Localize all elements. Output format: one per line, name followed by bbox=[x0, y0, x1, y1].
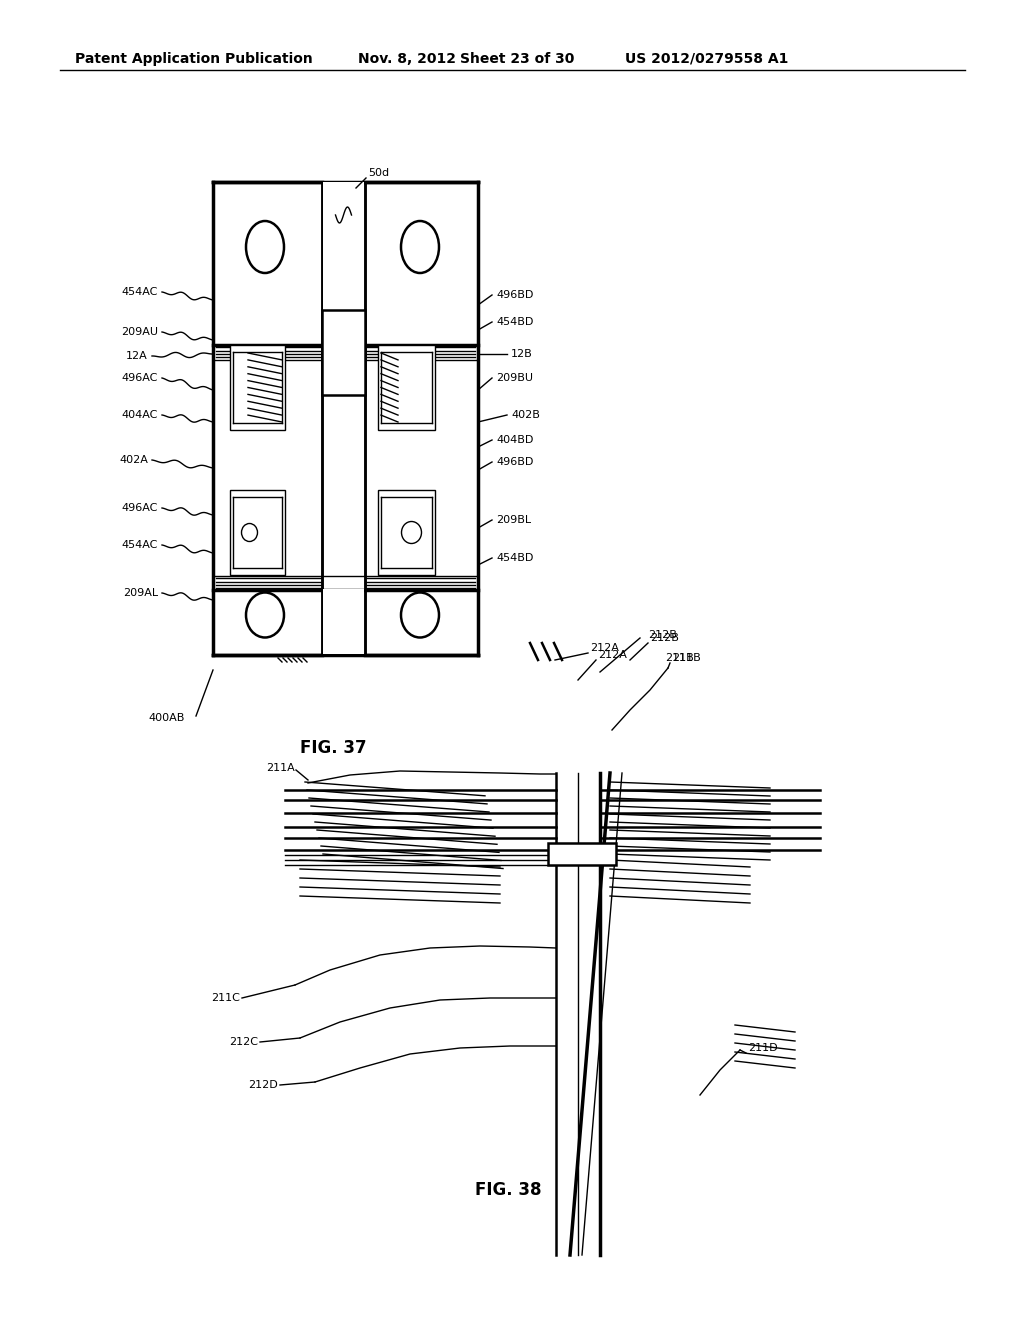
Text: 454BD: 454BD bbox=[496, 553, 534, 564]
Bar bbox=[230, 490, 285, 576]
Bar bbox=[548, 843, 616, 865]
Text: 212A: 212A bbox=[598, 649, 627, 660]
Text: 209AL: 209AL bbox=[123, 587, 158, 598]
Text: 496AC: 496AC bbox=[122, 374, 158, 383]
Text: 211D: 211D bbox=[748, 1043, 777, 1053]
Text: FIG. 37: FIG. 37 bbox=[300, 739, 367, 756]
Text: US 2012/0279558 A1: US 2012/0279558 A1 bbox=[625, 51, 788, 66]
Text: 12B: 12B bbox=[511, 348, 532, 359]
Text: 454AC: 454AC bbox=[122, 540, 158, 550]
Bar bbox=[323, 589, 364, 653]
Text: 209AU: 209AU bbox=[121, 327, 158, 337]
Text: 209BL: 209BL bbox=[496, 515, 531, 525]
Ellipse shape bbox=[401, 220, 439, 273]
Ellipse shape bbox=[401, 521, 422, 544]
Text: 211B: 211B bbox=[665, 653, 693, 663]
Ellipse shape bbox=[401, 593, 439, 638]
Text: 496AC: 496AC bbox=[122, 503, 158, 513]
Text: 209BU: 209BU bbox=[496, 374, 534, 383]
Bar bbox=[323, 182, 364, 345]
Text: 402B: 402B bbox=[511, 411, 540, 420]
Text: FIG. 38: FIG. 38 bbox=[475, 1181, 542, 1199]
Text: 212D: 212D bbox=[248, 1080, 278, 1090]
Text: 454AC: 454AC bbox=[122, 286, 158, 297]
Text: 402A: 402A bbox=[119, 455, 148, 465]
Bar bbox=[378, 490, 435, 576]
Text: 212A: 212A bbox=[590, 643, 618, 653]
Text: 211B: 211B bbox=[672, 653, 700, 663]
Text: 212B: 212B bbox=[648, 630, 677, 640]
Ellipse shape bbox=[242, 524, 257, 541]
Text: 211A: 211A bbox=[266, 763, 295, 774]
Bar bbox=[322, 310, 365, 395]
Text: 404BD: 404BD bbox=[496, 436, 534, 445]
Text: 404AC: 404AC bbox=[122, 411, 158, 420]
Text: 454BD: 454BD bbox=[496, 317, 534, 327]
Ellipse shape bbox=[246, 593, 284, 638]
Bar bbox=[378, 345, 435, 430]
Text: 12A: 12A bbox=[126, 351, 148, 360]
Text: 212B: 212B bbox=[650, 634, 679, 643]
Text: 400AB: 400AB bbox=[148, 713, 184, 723]
Text: 496BD: 496BD bbox=[496, 290, 534, 300]
Bar bbox=[230, 345, 285, 430]
Text: 50d: 50d bbox=[368, 168, 389, 178]
Text: 212C: 212C bbox=[229, 1038, 258, 1047]
Text: Sheet 23 of 30: Sheet 23 of 30 bbox=[460, 51, 574, 66]
Text: Nov. 8, 2012: Nov. 8, 2012 bbox=[358, 51, 456, 66]
Ellipse shape bbox=[246, 220, 284, 273]
Text: 211C: 211C bbox=[211, 993, 240, 1003]
Text: 496BD: 496BD bbox=[496, 457, 534, 467]
Text: Patent Application Publication: Patent Application Publication bbox=[75, 51, 312, 66]
